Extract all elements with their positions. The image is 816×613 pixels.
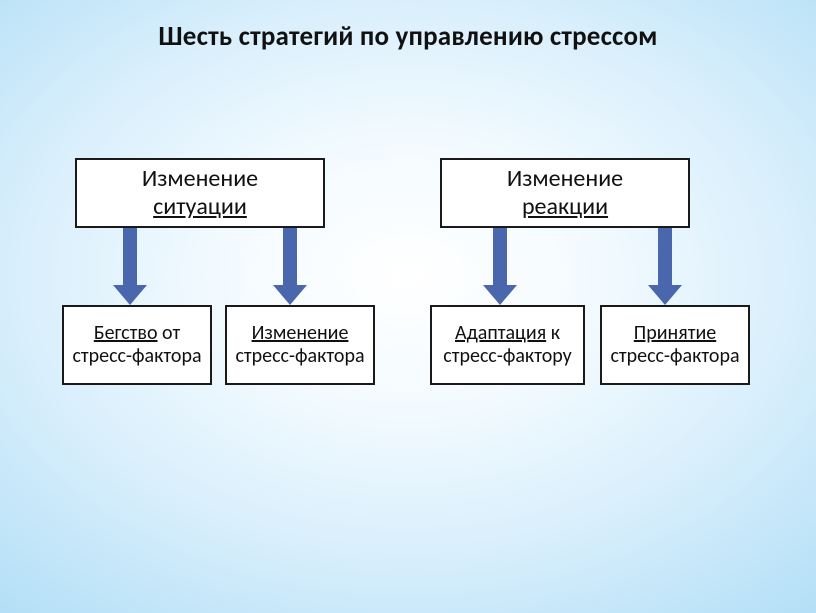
arrow-shaft xyxy=(123,228,137,285)
child-content: Принятие стресс-фактора xyxy=(608,322,742,368)
title-text: Шесть стратегий по управлению стрессом xyxy=(158,20,657,53)
child-underline: Изменение xyxy=(252,321,349,345)
arrow-shaft xyxy=(493,228,507,285)
child-box-change: Изменение стресс-фактора xyxy=(225,305,375,385)
parent-box-situation: Изменение ситуации xyxy=(75,158,325,228)
child-underline: Адаптация xyxy=(455,321,546,345)
arrow-head-icon xyxy=(273,285,307,305)
parent-box-reaction: Изменение реакции xyxy=(440,158,690,228)
parent-box-content: Изменение ситуации xyxy=(142,165,258,220)
arrow-shaft xyxy=(283,228,297,285)
child-content: Бегство от стресс-фактора xyxy=(70,322,204,368)
arrow-head-icon xyxy=(483,285,517,305)
parent-line1: Изменение xyxy=(507,164,623,193)
child-box-accept: Принятие стресс-фактора xyxy=(600,305,750,385)
child-underline: Бегство xyxy=(94,321,158,345)
child-content: Адаптация к стресс-фактору xyxy=(438,322,577,368)
parent-line2: ситуации xyxy=(153,192,247,221)
child-rest: стресс-фактора xyxy=(235,344,364,368)
child-box-escape: Бегство от стресс-фактора xyxy=(62,305,212,385)
arrow-head-icon xyxy=(113,285,147,305)
child-underline: Принятие xyxy=(634,321,716,345)
arrow-2 xyxy=(273,228,307,305)
arrow-1 xyxy=(113,228,147,305)
parent-box-content: Изменение реакции xyxy=(507,165,623,220)
page-title: Шесть стратегий по управлению стрессом xyxy=(0,20,816,53)
arrow-3 xyxy=(483,228,517,305)
parent-line1: Изменение xyxy=(142,164,258,193)
arrow-head-icon xyxy=(648,285,682,305)
arrow-shaft xyxy=(658,228,672,285)
child-content: Изменение стресс-фактора xyxy=(233,322,367,368)
arrow-4 xyxy=(648,228,682,305)
parent-line2: реакции xyxy=(522,192,608,221)
child-box-adapt: Адаптация к стресс-фактору xyxy=(430,305,585,385)
child-rest: стресс-фактора xyxy=(610,344,739,368)
